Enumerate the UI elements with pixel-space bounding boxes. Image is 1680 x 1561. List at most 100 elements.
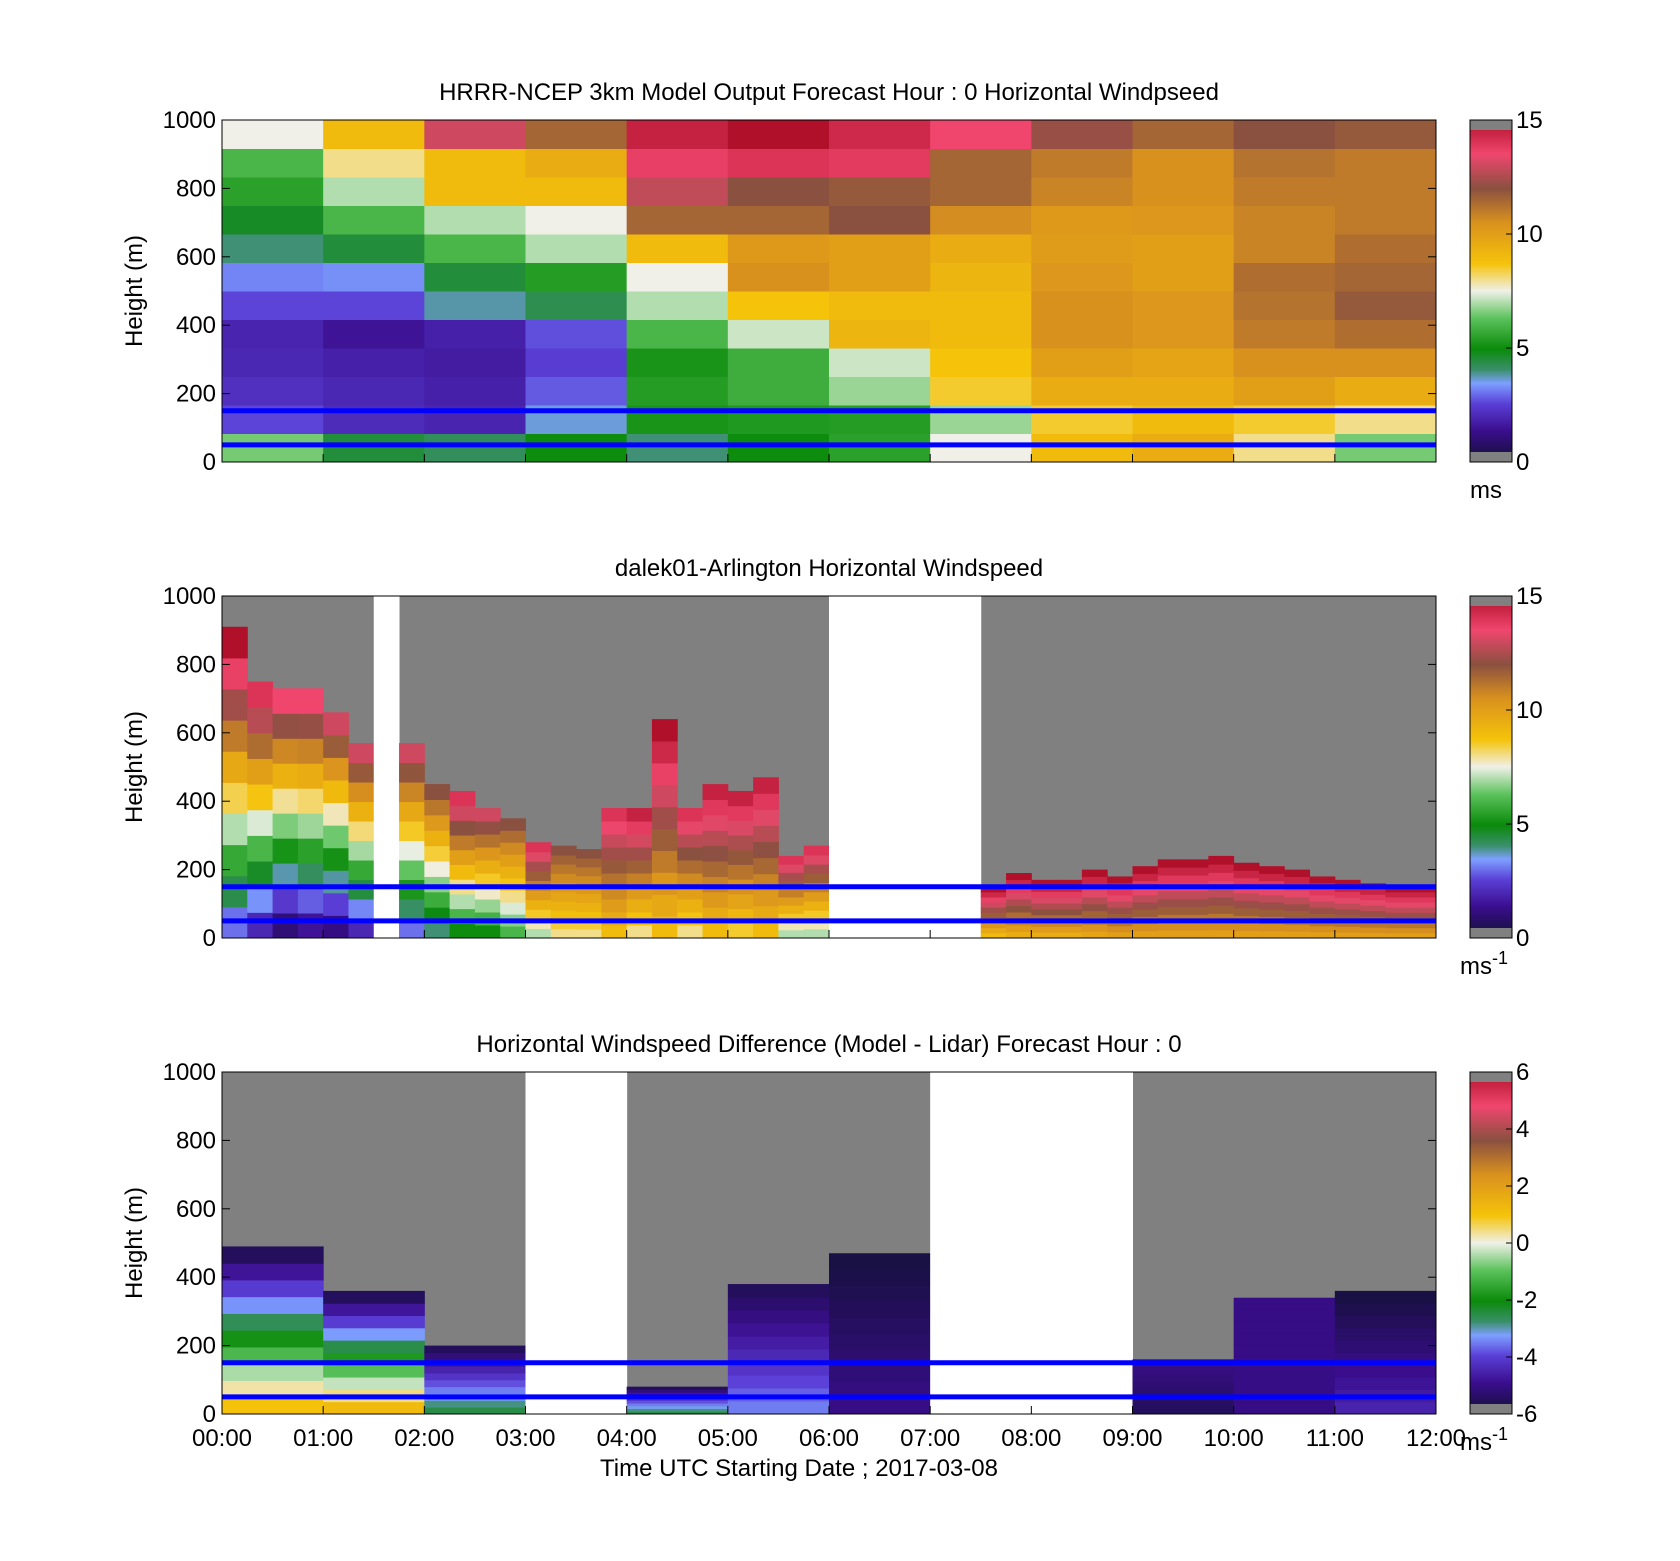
heatmap-cell xyxy=(424,291,526,320)
heatmap-cell xyxy=(526,320,628,349)
profile-cell xyxy=(703,861,729,877)
profile-cell xyxy=(1183,891,1209,899)
profile-cell xyxy=(323,848,349,871)
profile-cell xyxy=(1284,904,1310,911)
profile-cell xyxy=(1082,904,1108,911)
profile-cell xyxy=(348,802,374,822)
profile-cell xyxy=(627,899,653,912)
profile-cell xyxy=(424,892,450,908)
heatmap-cell xyxy=(1031,377,1133,406)
profile-cell xyxy=(1057,891,1083,897)
colorbar-cap-bottom xyxy=(1470,452,1512,462)
profile-cell xyxy=(576,849,602,858)
difference-cell xyxy=(829,1398,931,1415)
difference-cell xyxy=(222,1313,324,1330)
y-tick-label: 0 xyxy=(203,925,216,952)
profile-cell xyxy=(475,834,501,847)
difference-cell xyxy=(1335,1316,1437,1329)
profile-cell xyxy=(1006,925,1032,932)
profile-cell xyxy=(1284,924,1310,931)
difference-cell xyxy=(829,1334,931,1351)
profile-cell xyxy=(1310,895,1336,902)
difference-cell xyxy=(829,1366,931,1383)
y-tick-label: 200 xyxy=(176,857,216,884)
profile-cell xyxy=(1082,890,1108,897)
difference-cell xyxy=(424,1407,526,1414)
heatmap-cell xyxy=(627,434,729,463)
profile-cell xyxy=(273,763,299,788)
profile-cell xyxy=(1284,870,1310,877)
colorbar-unit-exponent: -1 xyxy=(1492,948,1508,968)
figure: 0 200 400 600 800 1000 HRRR-NCEP 3km Model Out… xyxy=(0,0,1680,1561)
difference-cell xyxy=(829,1253,931,1270)
difference-cell xyxy=(1133,1376,1235,1382)
colorbar-tick-label: -6 xyxy=(1516,1401,1537,1428)
profile-cell xyxy=(526,861,552,871)
heatmap-cell xyxy=(1031,234,1133,263)
heatmap-cell xyxy=(627,320,729,349)
heatmap-cell xyxy=(1031,434,1133,463)
difference-cell xyxy=(424,1366,526,1373)
profile-cell xyxy=(323,712,349,735)
profile-cell xyxy=(1411,912,1437,918)
profile-cell xyxy=(1360,900,1386,906)
profile-cell xyxy=(1411,902,1437,908)
profile-cell xyxy=(1234,900,1260,908)
profile-cell xyxy=(526,928,552,938)
profile-cell xyxy=(551,855,577,865)
heatmap-cell xyxy=(323,120,425,149)
heatmap-cell xyxy=(1234,291,1336,320)
profile-cell xyxy=(1006,899,1032,906)
profile-cell xyxy=(298,738,324,763)
heatmap-cell xyxy=(1133,149,1235,178)
profile-cell xyxy=(1360,911,1386,917)
y-tick-label: 800 xyxy=(176,651,216,678)
profile-cell xyxy=(1385,907,1411,913)
profile-cell xyxy=(247,912,273,938)
heatmap-cell xyxy=(424,348,526,377)
difference-cell xyxy=(222,1397,324,1414)
difference-cell xyxy=(323,1365,425,1378)
chart-panel-1: 02004006008001000HRRR-NCEP 3km Model Out… xyxy=(121,79,1543,504)
profile-cell xyxy=(1360,927,1386,933)
profile-cell xyxy=(273,838,299,863)
profile-cell xyxy=(1385,902,1411,908)
profile-cell xyxy=(475,847,501,860)
difference-cell xyxy=(1335,1365,1437,1378)
heatmap-cell xyxy=(424,263,526,292)
profile-cell xyxy=(298,813,324,838)
heatmap-cell xyxy=(1031,291,1133,320)
profile-cell xyxy=(222,627,248,659)
profile-cell xyxy=(1259,895,1285,903)
profile-cell xyxy=(399,860,425,880)
profile-cell xyxy=(475,899,501,912)
profile-cell xyxy=(424,799,450,815)
profile-cell xyxy=(627,834,653,847)
profile-cell xyxy=(1158,859,1184,867)
heatmap-cell xyxy=(1133,120,1235,149)
profile-cell xyxy=(804,855,830,865)
colorbar-cap-top xyxy=(1470,1072,1512,1082)
profile-cell xyxy=(576,902,602,911)
profile-cell xyxy=(1234,870,1260,878)
difference-cell xyxy=(1234,1321,1336,1333)
profile-cell xyxy=(1310,901,1336,908)
profile-cell xyxy=(778,864,804,873)
difference-cell xyxy=(424,1387,526,1394)
heatmap-cell xyxy=(728,263,830,292)
profile-cell xyxy=(399,743,425,763)
difference-cell xyxy=(1234,1333,1336,1345)
heatmap-cell xyxy=(424,149,526,178)
profile-cell xyxy=(652,741,678,763)
profile-cell xyxy=(298,838,324,863)
profile-cell xyxy=(298,763,324,788)
profile-cell xyxy=(1360,905,1386,911)
difference-cell xyxy=(829,1301,931,1318)
profile-cell xyxy=(753,922,779,939)
profile-cell xyxy=(1082,876,1108,883)
heatmap-cell xyxy=(930,348,1032,377)
heatmap-cell xyxy=(323,263,425,292)
heatmap-cell xyxy=(1335,434,1437,463)
profile-cell xyxy=(1385,897,1411,903)
profile-cell xyxy=(601,808,627,821)
